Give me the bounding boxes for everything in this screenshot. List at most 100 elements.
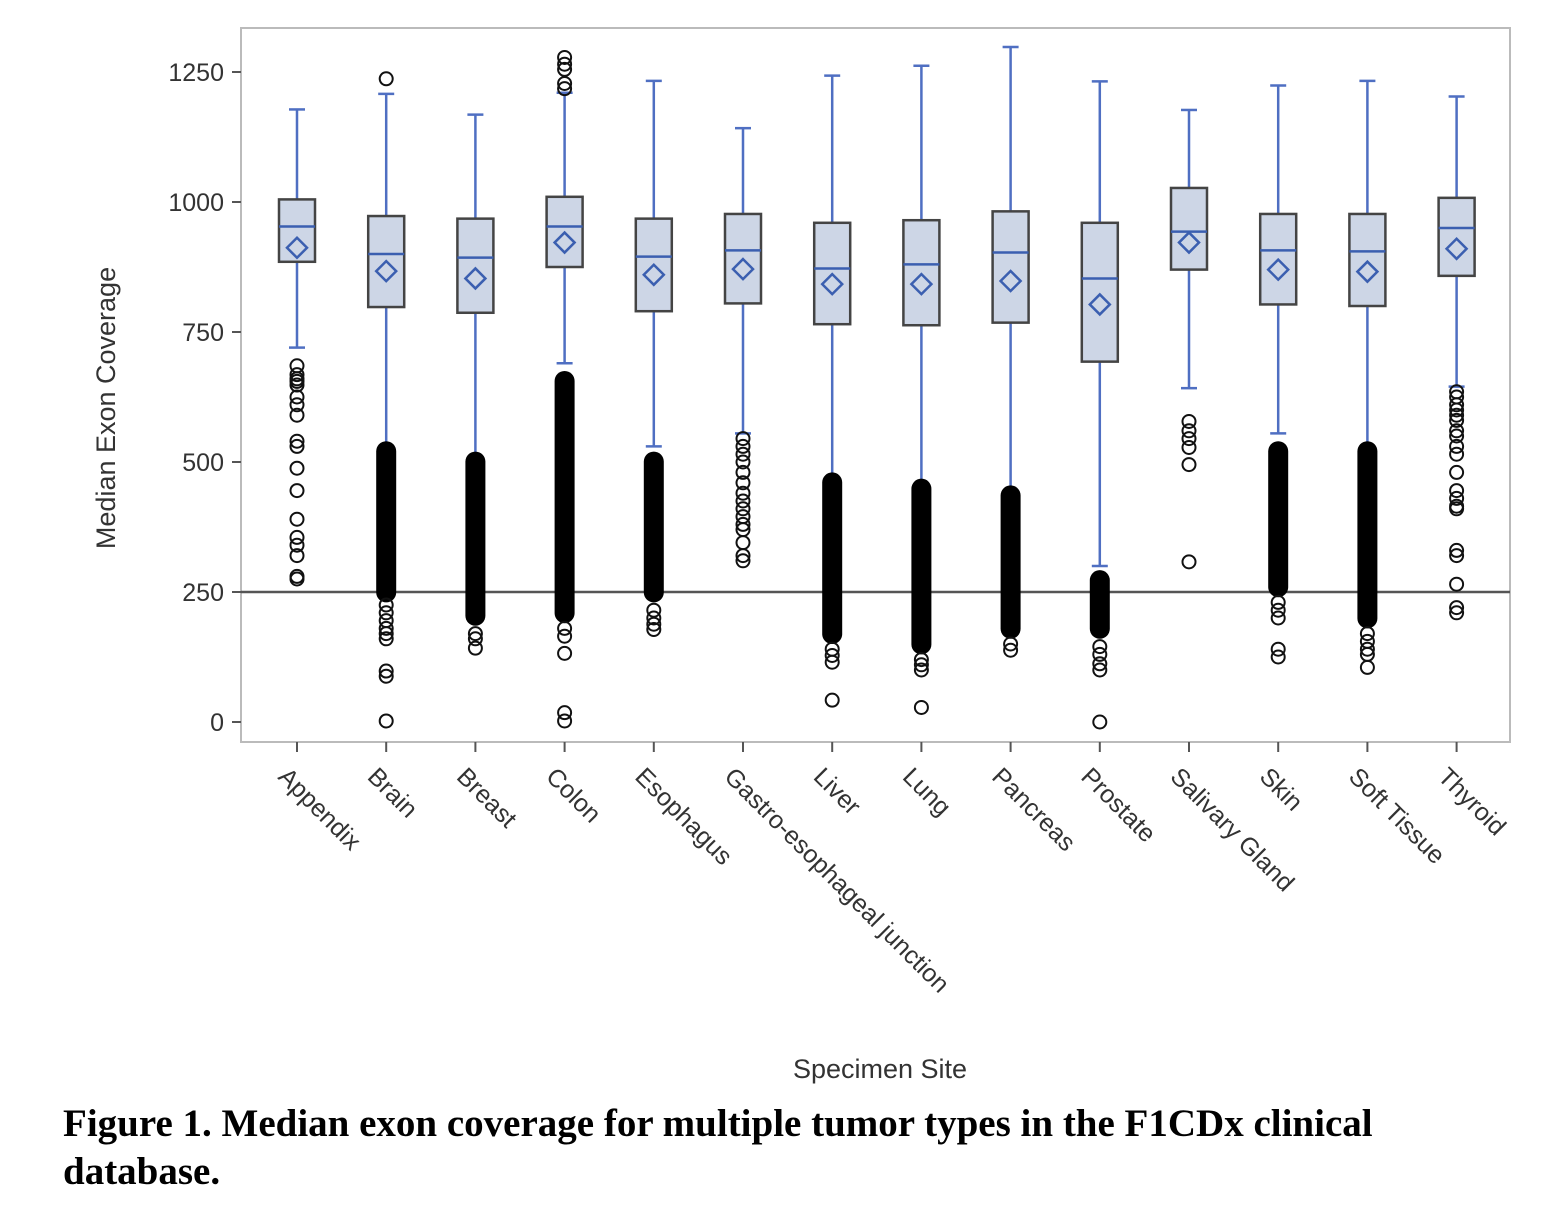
box-soft-tissue xyxy=(1348,79,1387,675)
outlier-cluster xyxy=(1089,570,1110,639)
outlier-point xyxy=(289,511,305,527)
outlier-point xyxy=(1003,636,1019,652)
y-tick-label: 0 xyxy=(210,709,224,737)
outlier-point xyxy=(735,438,751,454)
outlier-point xyxy=(557,620,573,636)
outlier-point xyxy=(1449,483,1465,499)
outlier-point xyxy=(735,464,751,480)
outlier-point xyxy=(289,483,305,499)
outlier-point xyxy=(289,438,305,454)
outlier-point xyxy=(1449,464,1465,480)
outlier-point xyxy=(646,610,662,626)
outlier-cluster xyxy=(376,441,397,603)
outlier-point xyxy=(735,446,751,462)
outlier-point xyxy=(1449,542,1465,558)
outlier-point xyxy=(1181,439,1197,455)
outlier-point xyxy=(824,647,840,663)
outlier-point xyxy=(1449,605,1465,621)
plot-frame xyxy=(240,27,1511,743)
outlier-point xyxy=(913,662,929,678)
y-axis-title: Median Exon Coverage xyxy=(91,267,121,549)
outlier-point xyxy=(824,654,840,670)
outlier-point xyxy=(1181,423,1197,439)
box-iqr xyxy=(1169,186,1209,271)
outlier-point xyxy=(646,621,662,637)
box-salivary-gland xyxy=(1169,108,1209,570)
outlier-point xyxy=(467,626,483,642)
outlier-cluster xyxy=(1357,441,1378,629)
mean-marker xyxy=(1444,237,1469,261)
y-tick-label: 1000 xyxy=(168,189,224,217)
outlier-cluster xyxy=(1268,441,1289,598)
outlier-point xyxy=(1181,431,1197,447)
outlier-point xyxy=(1270,602,1286,618)
mean-marker xyxy=(552,230,577,255)
outlier-point xyxy=(557,645,573,661)
outlier-point xyxy=(735,485,751,501)
outlier-cluster xyxy=(554,371,575,624)
box-thyroid xyxy=(1437,95,1476,621)
outlier-point xyxy=(735,431,751,447)
x-tick-label: Lung xyxy=(897,762,956,821)
mean-marker xyxy=(642,263,666,287)
outlier-point xyxy=(1449,412,1465,428)
box-colon xyxy=(545,49,584,729)
outlier-point xyxy=(378,597,394,613)
x-tick-label: Skin xyxy=(1254,762,1308,816)
mean-marker xyxy=(463,266,488,291)
x-tick-label: Breast xyxy=(451,762,522,833)
outlier-point xyxy=(378,605,394,621)
outlier-point xyxy=(378,626,394,642)
outlier-point xyxy=(735,454,751,470)
box-appendix xyxy=(277,108,317,587)
mean-marker xyxy=(285,235,309,260)
outlier-point xyxy=(1449,490,1465,506)
outlier-point xyxy=(378,620,394,636)
mean-marker xyxy=(909,272,934,296)
x-tick-label: Colon xyxy=(540,762,606,828)
outlier-cluster xyxy=(465,451,486,626)
x-tick-label: Liver xyxy=(808,762,866,820)
outlier-point xyxy=(646,616,662,632)
box-iqr xyxy=(456,217,495,315)
outlier-point xyxy=(289,571,305,587)
y-tick-label: 750 xyxy=(182,319,224,347)
outlier-point xyxy=(1003,642,1019,658)
y-tick-label: 1250 xyxy=(168,59,224,87)
mean-marker xyxy=(1266,257,1290,282)
outlier-point xyxy=(378,663,394,679)
outlier-point xyxy=(289,537,305,553)
box-breast xyxy=(456,113,495,656)
outlier-point xyxy=(557,81,573,97)
y-tick-label: 500 xyxy=(182,449,224,477)
outlier-point xyxy=(735,548,751,564)
x-tick-label: Appendix xyxy=(273,762,367,856)
box-gastro-esophageal-junction xyxy=(723,126,763,569)
outlier-point xyxy=(557,61,573,77)
outlier-point xyxy=(289,389,305,405)
mean-marker xyxy=(1177,230,1201,255)
outlier-point xyxy=(289,548,305,564)
outlier-point xyxy=(735,516,751,532)
outlier-point xyxy=(1270,610,1286,626)
outlier-point xyxy=(735,501,751,517)
mean-marker xyxy=(731,257,755,281)
box-brain xyxy=(366,71,406,729)
box-lung xyxy=(902,64,941,715)
boxes-group xyxy=(277,45,1476,730)
box-iqr xyxy=(1080,221,1120,363)
outlier-point xyxy=(1449,600,1465,616)
outlier-point xyxy=(1449,402,1465,418)
outlier-point xyxy=(646,602,662,618)
box-iqr xyxy=(634,217,674,313)
outlier-point xyxy=(1092,646,1108,662)
outlier-point xyxy=(1092,662,1108,678)
outlier-point xyxy=(1449,548,1465,564)
figure-caption: Figure 1. Median exon coverage for multi… xyxy=(63,1102,1373,1193)
outlier-point xyxy=(289,367,305,383)
outlier-point xyxy=(467,640,483,656)
outlier-point xyxy=(557,705,573,721)
outlier-point xyxy=(824,692,840,708)
outlier-point xyxy=(735,553,751,569)
